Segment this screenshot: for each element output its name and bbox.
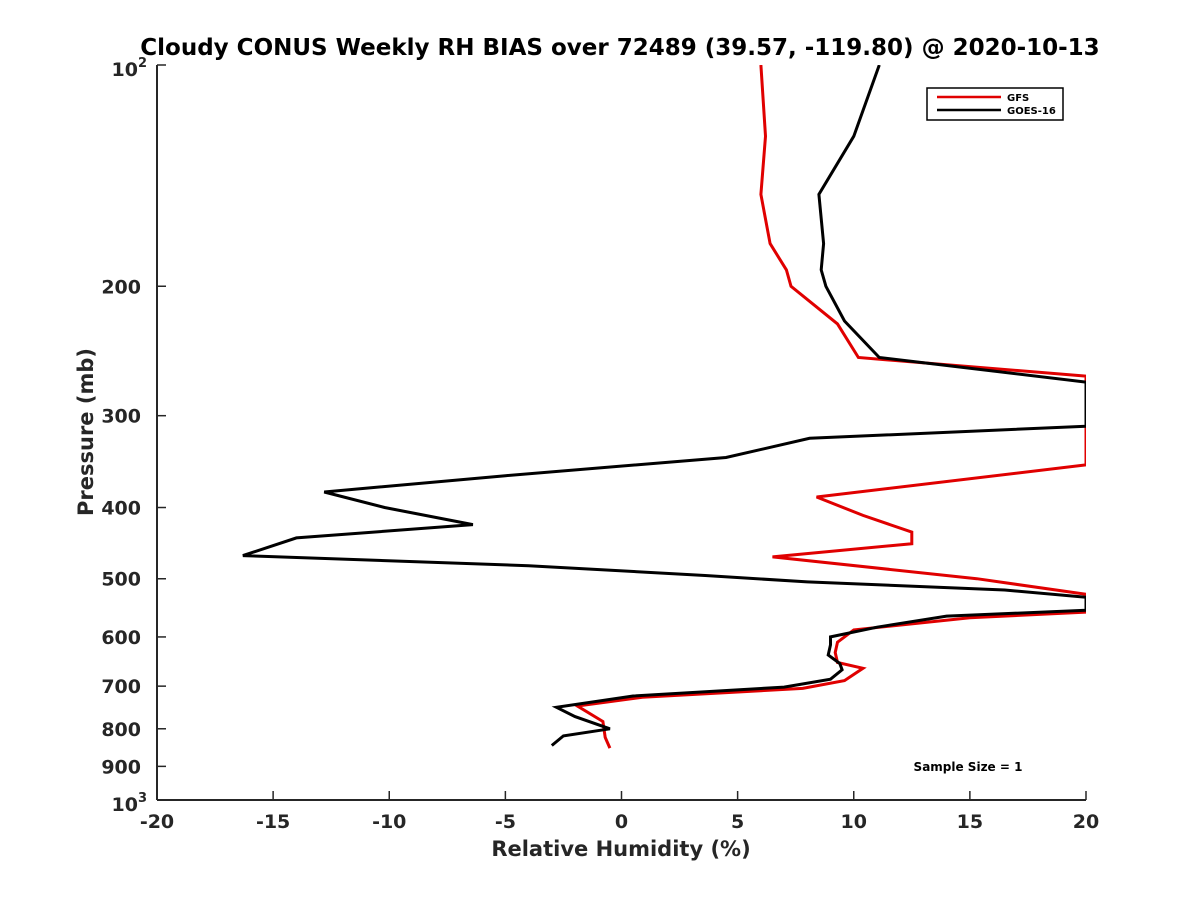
- x-axis-label: Relative Humidity (%): [491, 837, 750, 861]
- x-tick-label: 15: [957, 811, 983, 833]
- x-tick-label: -5: [495, 811, 516, 833]
- x-tick-label: 5: [731, 811, 744, 833]
- legend-label: GOES-16: [1007, 106, 1056, 117]
- x-tick-label: 10: [841, 811, 867, 833]
- x-tick-label: -15: [256, 811, 290, 833]
- y-tick-label: 900: [101, 756, 141, 778]
- x-ticks: -20 -15 -10 -5 0 5 10 15 20: [140, 791, 1099, 833]
- series-line-gfs: [572, 65, 1086, 749]
- series-line-goes-16: [242, 65, 1086, 747]
- y-tick-label: 200: [101, 276, 141, 298]
- y-ticks: 102 200 300 400 500 600 700 800 900 103: [101, 56, 166, 816]
- y-tick-label: 600: [101, 627, 141, 649]
- y-tick-label: 800: [101, 719, 141, 741]
- legend: GFS GOES-16: [926, 87, 1064, 121]
- x-tick-label: -20: [140, 811, 174, 833]
- series-layer: [242, 65, 1086, 749]
- y-tick-label: 400: [101, 498, 141, 520]
- sample-size-note: Sample Size = 1: [914, 760, 1023, 774]
- chart-title: Cloudy CONUS Weekly RH BIAS over 72489 (…: [140, 35, 1099, 61]
- x-tick-label: 0: [615, 811, 628, 833]
- y-tick-label: 500: [101, 569, 141, 591]
- y-tick-label: 103: [112, 791, 148, 816]
- y-tick-label: 700: [101, 676, 141, 698]
- x-tick-label: 20: [1073, 811, 1099, 833]
- y-tick-label: 300: [101, 406, 141, 428]
- legend-box: [926, 87, 1064, 121]
- y-tick-label: 102: [112, 56, 148, 81]
- y-axis-label: Pressure (mb): [74, 348, 98, 516]
- legend-label: GFS: [1007, 93, 1029, 104]
- x-tick-label: -10: [372, 811, 406, 833]
